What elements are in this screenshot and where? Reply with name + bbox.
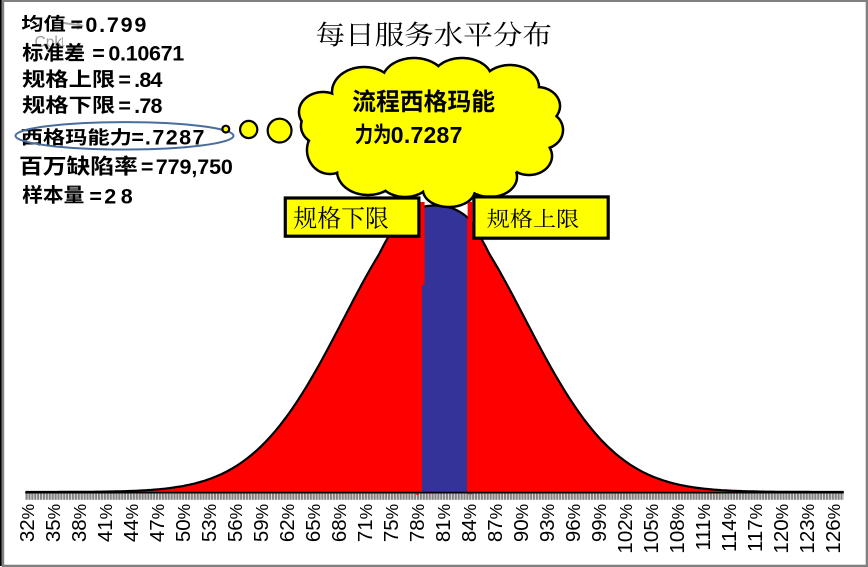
svg-text:=: = [118,68,131,92]
svg-text:=: = [141,155,154,179]
svg-text:53%: 53% [198,504,221,542]
svg-text:90%: 90% [510,504,533,542]
svg-text:65%: 65% [302,504,325,542]
svg-text:↓: ↓ [58,32,68,53]
svg-text:32%: 32% [16,504,39,542]
svg-text:59%: 59% [250,504,273,542]
svg-text:102%: 102% [614,504,637,554]
svg-text:93%: 93% [536,504,559,542]
svg-text:105%: 105% [640,504,663,554]
svg-text:.78: .78 [134,94,162,118]
svg-text:120%: 120% [770,504,793,554]
svg-text:87%: 87% [484,504,507,542]
svg-text:75%: 75% [380,504,403,542]
svg-text:44%: 44% [120,504,143,542]
svg-text:0.10671: 0.10671 [108,42,184,66]
svg-text:=: = [71,13,84,37]
svg-text:123%: 123% [796,504,819,554]
svg-text:=: = [92,42,105,66]
svg-text:117%: 117% [744,504,767,552]
svg-text:111%: 111% [692,504,715,551]
svg-text:96%: 96% [562,504,585,542]
svg-text:38%: 38% [68,504,91,542]
svg-text:99%: 99% [588,504,611,542]
svg-text:=: = [131,125,144,149]
svg-text:62%: 62% [276,504,299,542]
svg-text:=: = [89,184,102,208]
svg-text:41%: 41% [94,504,117,542]
svg-text:0.7287: 0.7287 [391,122,463,148]
svg-text:50%: 50% [172,504,195,542]
svg-text:84%: 84% [458,504,481,542]
svg-text:779,750: 779,750 [156,155,233,179]
svg-text:35%: 35% [42,504,65,542]
svg-text:0.799: 0.799 [85,13,146,37]
svg-text:126%: 126% [822,504,845,554]
svg-text:=: = [118,94,131,118]
svg-text:114%: 114% [718,504,741,552]
svg-text:81%: 81% [432,504,455,542]
svg-text:56%: 56% [224,504,247,542]
svg-text:71%: 71% [354,504,377,542]
svg-text:47%: 47% [146,504,169,542]
svg-text:.84: .84 [134,68,162,92]
svg-text:78%: 78% [406,504,429,542]
svg-text:68%: 68% [328,504,351,542]
svg-text:108%: 108% [666,504,689,554]
